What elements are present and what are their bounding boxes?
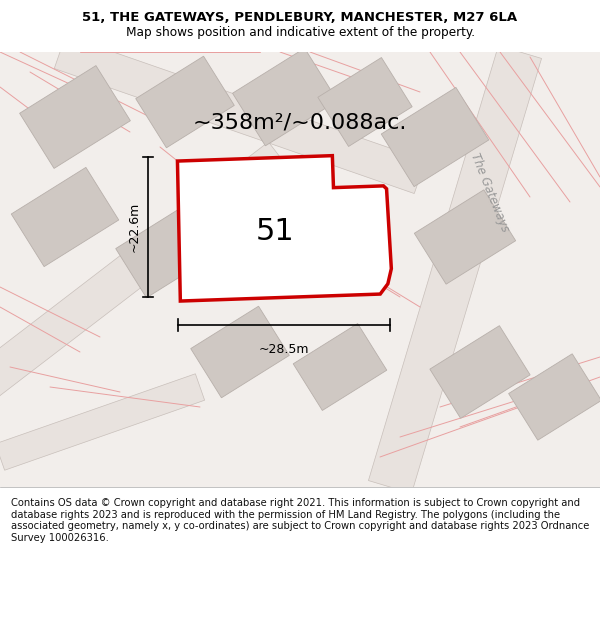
Polygon shape: [185, 180, 295, 284]
Polygon shape: [11, 168, 119, 267]
Text: Contains OS data © Crown copyright and database right 2021. This information is : Contains OS data © Crown copyright and d…: [11, 498, 589, 543]
Polygon shape: [0, 374, 205, 470]
Text: ~22.6m: ~22.6m: [128, 202, 140, 252]
Polygon shape: [178, 156, 391, 301]
Polygon shape: [430, 326, 530, 418]
Polygon shape: [368, 46, 542, 494]
Text: ~28.5m: ~28.5m: [259, 343, 309, 356]
Polygon shape: [233, 48, 337, 146]
Polygon shape: [191, 306, 289, 398]
Polygon shape: [415, 190, 515, 284]
Text: ~358m²/~0.088ac.: ~358m²/~0.088ac.: [193, 112, 407, 132]
Polygon shape: [509, 354, 600, 440]
Polygon shape: [54, 36, 426, 194]
Text: 51, THE GATEWAYS, PENDLEBURY, MANCHESTER, M27 6LA: 51, THE GATEWAYS, PENDLEBURY, MANCHESTER…: [82, 11, 518, 24]
Polygon shape: [293, 324, 387, 411]
Polygon shape: [136, 56, 234, 148]
Text: Map shows position and indicative extent of the property.: Map shows position and indicative extent…: [125, 26, 475, 39]
Text: The Gateways: The Gateways: [468, 151, 512, 233]
Polygon shape: [20, 66, 130, 168]
Polygon shape: [0, 52, 600, 487]
Text: 51: 51: [256, 217, 295, 246]
Polygon shape: [381, 88, 489, 187]
Polygon shape: [318, 58, 412, 146]
Polygon shape: [0, 142, 292, 402]
Polygon shape: [116, 206, 214, 298]
